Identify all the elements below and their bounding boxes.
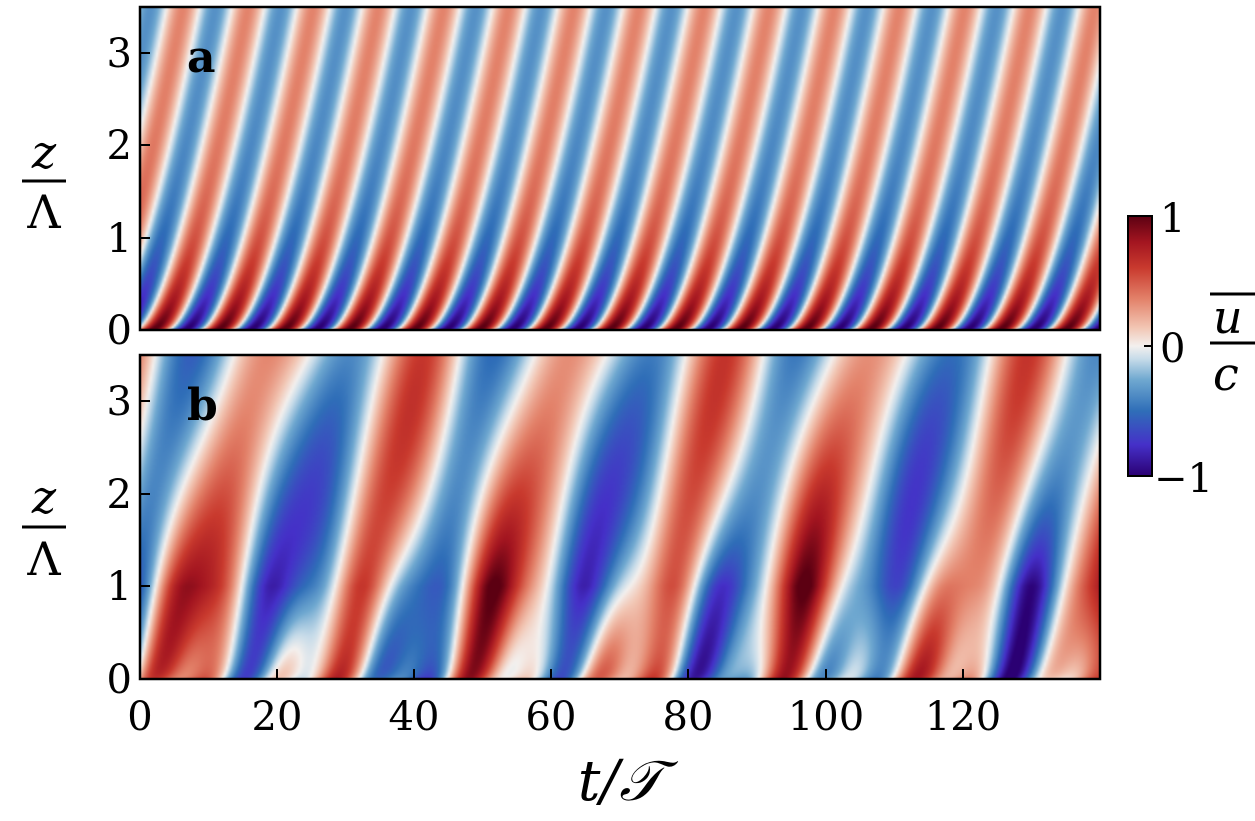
colorbar-label-numerator: u — [1213, 290, 1243, 344]
colorbar-tick-label: 0 — [1160, 326, 1185, 372]
y-tick-label: 1 — [107, 216, 132, 262]
colorbar: 1 0 −1 u c — [1127, 196, 1255, 502]
y-label-numerator: z — [31, 470, 57, 524]
x-axis-label: t/𝒯 — [578, 749, 678, 814]
heatmap-a — [140, 7, 1100, 330]
x-tick-label: 40 — [389, 694, 440, 740]
panel-label-b: b — [187, 380, 218, 431]
y-tick-label: 2 — [107, 123, 132, 169]
colorbar-label: u c — [1210, 290, 1255, 401]
heatmap-b — [140, 355, 1100, 679]
y-axis-label-b: z Λ — [22, 470, 66, 586]
y-axis-label-a: z Λ — [22, 125, 66, 239]
x-tick-label: 100 — [788, 694, 864, 740]
axes-frame-b — [138, 353, 1102, 681]
y-ticks-b: 0 1 2 3 — [107, 379, 150, 703]
y-tick-label: 0 — [107, 657, 132, 703]
y-label-numerator: z — [31, 125, 57, 179]
x-ticks-b: 0 20 40 60 80 100 120 — [127, 669, 1001, 740]
y-ticks-a: 0 1 2 3 — [107, 31, 150, 354]
colorbar-tick-label: −1 — [1154, 456, 1213, 502]
colorbar-label-denominator: c — [1213, 347, 1239, 401]
x-tick-label: 20 — [252, 694, 303, 740]
y-tick-label: 3 — [107, 31, 132, 77]
colorbar-tick-label: 1 — [1160, 196, 1185, 242]
y-tick-label: 1 — [107, 564, 132, 610]
y-tick-label: 0 — [107, 308, 132, 354]
panel-a: a 0 1 2 3 z Λ — [22, 5, 1102, 354]
y-label-denominator: Λ — [26, 532, 61, 586]
x-tick-label: 60 — [526, 694, 577, 740]
x-tick-label: 0 — [127, 694, 152, 740]
panel-b: b 0 1 2 3 z Λ 0 20 40 60 — [22, 353, 1102, 814]
y-tick-label: 3 — [107, 379, 132, 425]
x-tick-label: 120 — [925, 694, 1001, 740]
x-tick-label: 80 — [663, 694, 714, 740]
y-tick-label: 2 — [107, 472, 132, 518]
axes-frame-a — [138, 5, 1102, 332]
panel-label-a: a — [187, 32, 216, 83]
y-label-denominator: Λ — [26, 185, 61, 239]
